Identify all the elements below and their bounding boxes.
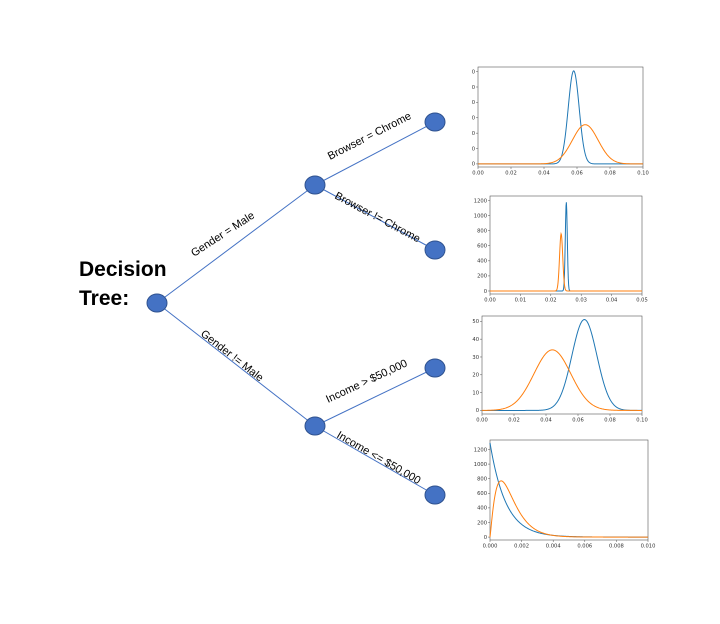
y-tick-label: 600	[477, 244, 487, 250]
x-tick-label: 0.05	[636, 298, 648, 304]
x-tick-label: 0.010	[641, 544, 656, 550]
leaf-node-income-high	[424, 358, 446, 378]
x-tick-label: 0.04	[538, 171, 550, 177]
edge-label-browser-chrome: Browser = Chrome	[326, 110, 413, 162]
root-node	[146, 293, 168, 313]
x-tick-label: 0.04	[606, 298, 618, 304]
y-tick-label: 40	[472, 131, 475, 137]
x-tick-label: 0.08	[604, 418, 616, 424]
series-line-orange	[490, 231, 642, 292]
leaf-plot-income-high: 0.00 0.02 0.04 0.06 0.08 0.10 0 10 20 30 40 50	[472, 315, 648, 424]
edge-label-income-low: Income <= $50,000	[335, 429, 423, 487]
x-tick-label: 0.00	[484, 298, 496, 304]
x-tick-label: 0.10	[636, 418, 648, 424]
edge-male-not-chrome	[314, 184, 436, 251]
leaf-plot-income-low: 0.000 0.002 0.004 0.006 0.008 0.010 0 200 400 600…	[474, 439, 656, 550]
x-tick-label: 0.000	[483, 544, 498, 550]
leaf-node-income-low	[424, 485, 446, 505]
y-tick-label: 0	[472, 162, 475, 168]
leaf-plot-not-chrome: 0.00 0.01 0.02 0.03 0.04 0.05 0 200 400 600 800 100…	[474, 195, 648, 304]
y-tick-label: 1200	[474, 198, 487, 204]
y-tick-label: 80	[472, 100, 475, 106]
x-tick-label: 0.008	[609, 544, 624, 550]
x-tick-label: 0.006	[577, 544, 592, 550]
series-line-orange	[489, 480, 648, 538]
plot-axes-frame	[481, 315, 643, 415]
y-tick-label: 40	[472, 337, 479, 343]
y-tick-label: 100	[472, 85, 475, 91]
x-tick-label: 0.002	[514, 544, 529, 550]
y-tick-label: 1000	[474, 462, 487, 468]
y-tick-label: 1000	[474, 213, 487, 219]
series-line-orange	[478, 124, 643, 165]
edge-root-male	[156, 184, 316, 304]
y-tick-label: 200	[477, 274, 487, 280]
plot-axes-frame	[489, 439, 649, 541]
gender-male-node	[304, 175, 326, 195]
y-tick-label: 10	[472, 390, 479, 396]
y-tick-label: 0	[476, 408, 479, 414]
edge-label-income-high: Income > $50,000	[324, 357, 409, 405]
y-tick-label: 400	[477, 506, 487, 512]
gender-not-male-node	[304, 416, 326, 436]
series-line-blue	[482, 319, 642, 411]
y-tick-label: 200	[477, 520, 487, 526]
title-line-2: Tree:	[79, 287, 129, 310]
plot-axes-frame	[477, 66, 644, 168]
y-tick-label: 600	[477, 491, 487, 497]
x-tick-label: 0.10	[637, 171, 649, 177]
edge-label-gender-not-male: Gender != Male	[198, 328, 265, 384]
x-tick-label: 0.04	[540, 418, 552, 424]
x-tick-label: 0.01	[515, 298, 527, 304]
x-tick-label: 0.004	[546, 544, 562, 550]
y-tick-label: 0	[484, 289, 487, 295]
x-tick-label: 0.03	[575, 298, 587, 304]
x-tick-label: 0.02	[508, 418, 520, 424]
x-tick-label: 0.06	[571, 171, 583, 177]
series-line-orange	[481, 349, 642, 411]
edge-label-gender-male: Gender = Male	[189, 210, 257, 260]
edge-income-high	[314, 367, 436, 427]
x-tick-label: 0.02	[545, 298, 557, 304]
y-tick-label: 120	[472, 69, 475, 75]
y-tick-label: 30	[472, 355, 479, 361]
leaf-node-chrome	[424, 112, 446, 132]
y-tick-label: 60	[472, 116, 475, 122]
edge-label-browser-not-chrome: Browser != Chrome	[333, 190, 423, 245]
y-tick-label: 20	[472, 373, 479, 379]
y-tick-label: 400	[477, 259, 487, 265]
y-tick-label: 0	[484, 535, 487, 541]
edge-root-not-male	[156, 302, 316, 427]
x-tick-label: 0.08	[604, 171, 616, 177]
x-tick-label: 0.00	[472, 171, 484, 177]
leaf-node-not-chrome	[424, 240, 446, 260]
x-tick-label: 0.00	[476, 418, 488, 424]
x-tick-label: 0.06	[572, 418, 584, 424]
edge-male-chrome	[314, 121, 436, 186]
edge-income-low	[314, 425, 436, 496]
leaf-plot-chrome: 0.00 0.02 0.04 0.06 0.08 0.10 0 20 40 60 80 100 120	[472, 66, 649, 177]
y-tick-label: 50	[472, 319, 479, 325]
y-tick-label: 1200	[474, 447, 487, 453]
y-tick-label: 20	[472, 146, 475, 152]
title-line-1: Decision	[79, 258, 167, 281]
y-tick-label: 800	[477, 476, 487, 482]
y-tick-label: 800	[477, 228, 487, 234]
x-tick-label: 0.02	[505, 171, 517, 177]
